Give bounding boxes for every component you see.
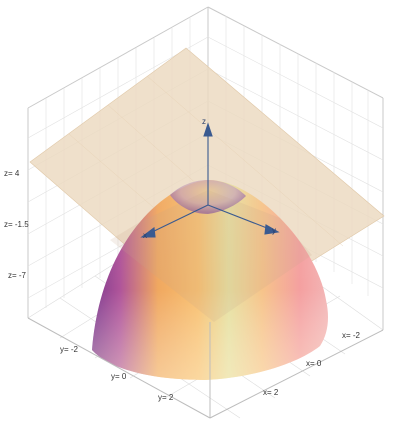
axis-label-y: y [272,226,276,235]
bounding-box-front [27,317,384,419]
z-tick-label: z= -7 [8,271,27,280]
axis-label-z: z [202,117,206,126]
y-tick-label: y= -2 [60,345,79,354]
y-tick-label: y= 2 [158,393,174,402]
x-tick-label: x= -2 [342,331,361,340]
z-tick-label: z= 4 [4,169,20,178]
x-tick-label: x= 0 [306,359,322,368]
z-tick-label: z= -1.5 [4,220,29,229]
coordinate-axes [140,122,280,238]
x-tick-label: x= 2 [263,388,279,397]
axis-label-x: x [143,231,147,240]
plane-intersection-overlay [110,190,312,322]
y-tick-label: y= 0 [111,372,127,381]
